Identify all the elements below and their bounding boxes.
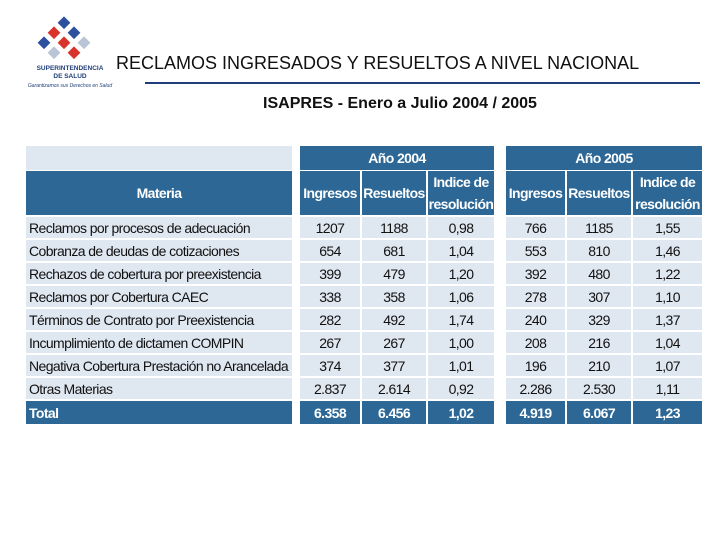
row-value: 1188: [361, 216, 427, 239]
row-value: 553: [505, 239, 566, 262]
column-header: Ingresos: [505, 170, 566, 216]
row-value: 208: [505, 331, 566, 354]
title: RECLAMOS INGRESADOS Y RESUELTOS A NIVEL …: [116, 53, 640, 73]
row-value: 654: [299, 239, 361, 262]
row-value: 1,04: [427, 239, 495, 262]
row-value: 766: [505, 216, 566, 239]
total-value: 6.067: [566, 400, 632, 425]
row-value: 479: [361, 262, 427, 285]
row-value: 480: [566, 262, 632, 285]
row-value: 1,55: [632, 216, 703, 239]
row-label: Reclamos por procesos de adecuación: [25, 216, 293, 239]
row-label: Negativa Cobertura Prestación no Arancel…: [25, 354, 293, 377]
row-value: 1207: [299, 216, 361, 239]
row-value: 1,46: [632, 239, 703, 262]
group-header: Año 2004: [299, 145, 495, 171]
row-value: 338: [299, 285, 361, 308]
row-label: Cobranza de deudas de cotizaciones: [25, 239, 293, 262]
title-rule: [145, 82, 700, 84]
column-header: Indice de resolución: [632, 170, 703, 216]
row-value: 240: [505, 308, 566, 331]
row-value: 0,92: [427, 377, 495, 400]
row-value: 1,11: [632, 377, 703, 400]
row-value: 492: [361, 308, 427, 331]
row-value: 810: [566, 239, 632, 262]
row-value: 329: [566, 308, 632, 331]
row-header: Materia: [25, 170, 293, 216]
subtitle: ISAPRES - Enero a Julio 2004 / 2005: [263, 95, 537, 112]
logo-line2: DE SALUD: [53, 73, 87, 80]
row-value: 216: [566, 331, 632, 354]
row-value: 377: [361, 354, 427, 377]
row-value: 374: [299, 354, 361, 377]
column-header: Resueltos: [566, 170, 632, 216]
row-value: 1185: [566, 216, 632, 239]
total-value: 6.456: [361, 400, 427, 425]
row-value: 2.614: [361, 377, 427, 400]
row-value: 1,20: [427, 262, 495, 285]
row-value: 681: [361, 239, 427, 262]
total-label: Total: [25, 400, 293, 425]
row-value: 267: [299, 331, 361, 354]
row-value: 1,74: [427, 308, 495, 331]
row-value: 2.530: [566, 377, 632, 400]
row-value: 282: [299, 308, 361, 331]
row-value: 278: [505, 285, 566, 308]
row-label: Rechazos de cobertura por preexistencia: [25, 262, 293, 285]
row-value: 358: [361, 285, 427, 308]
row-value: 2.286: [505, 377, 566, 400]
row-value: 1,00: [427, 331, 495, 354]
total-value: 4.919: [505, 400, 566, 425]
logo: SUPERINTENDENCIA DE SALUD Garantizamos s…: [28, 16, 112, 89]
row-value: 267: [361, 331, 427, 354]
group-header: Año 2005: [505, 145, 703, 171]
row-value: 1,04: [632, 331, 703, 354]
total-value: 1,02: [427, 400, 495, 425]
total-value: 1,23: [632, 400, 703, 425]
column-header: Indice de resolución: [427, 170, 495, 216]
logo-mark: [37, 16, 91, 60]
row-value: 1,10: [632, 285, 703, 308]
row-value: 1,22: [632, 262, 703, 285]
row-value: 1,01: [427, 354, 495, 377]
row-label: Incumplimiento de dictamen COMPIN: [25, 331, 293, 354]
row-value: 2.837: [299, 377, 361, 400]
row-value: 392: [505, 262, 566, 285]
row-value: 1,37: [632, 308, 703, 331]
row-value: 1,07: [632, 354, 703, 377]
row-label: Términos de Contrato por Preexistencia: [25, 308, 293, 331]
row-label: Reclamos por Cobertura CAEC: [25, 285, 293, 308]
row-value: 0,98: [427, 216, 495, 239]
row-label: Otras Materias: [25, 377, 293, 400]
row-value: 399: [299, 262, 361, 285]
column-header: Resueltos: [361, 170, 427, 216]
row-value: 210: [566, 354, 632, 377]
row-value: 1,06: [427, 285, 495, 308]
logo-line1: SUPERINTENDENCIA: [37, 65, 104, 72]
header-blank: [25, 145, 293, 171]
column-header: Ingresos: [299, 170, 361, 216]
row-value: 196: [505, 354, 566, 377]
row-value: 307: [566, 285, 632, 308]
logo-tagline: Garantizamos sus Derechos en Salud: [28, 83, 112, 89]
total-value: 6.358: [299, 400, 361, 425]
